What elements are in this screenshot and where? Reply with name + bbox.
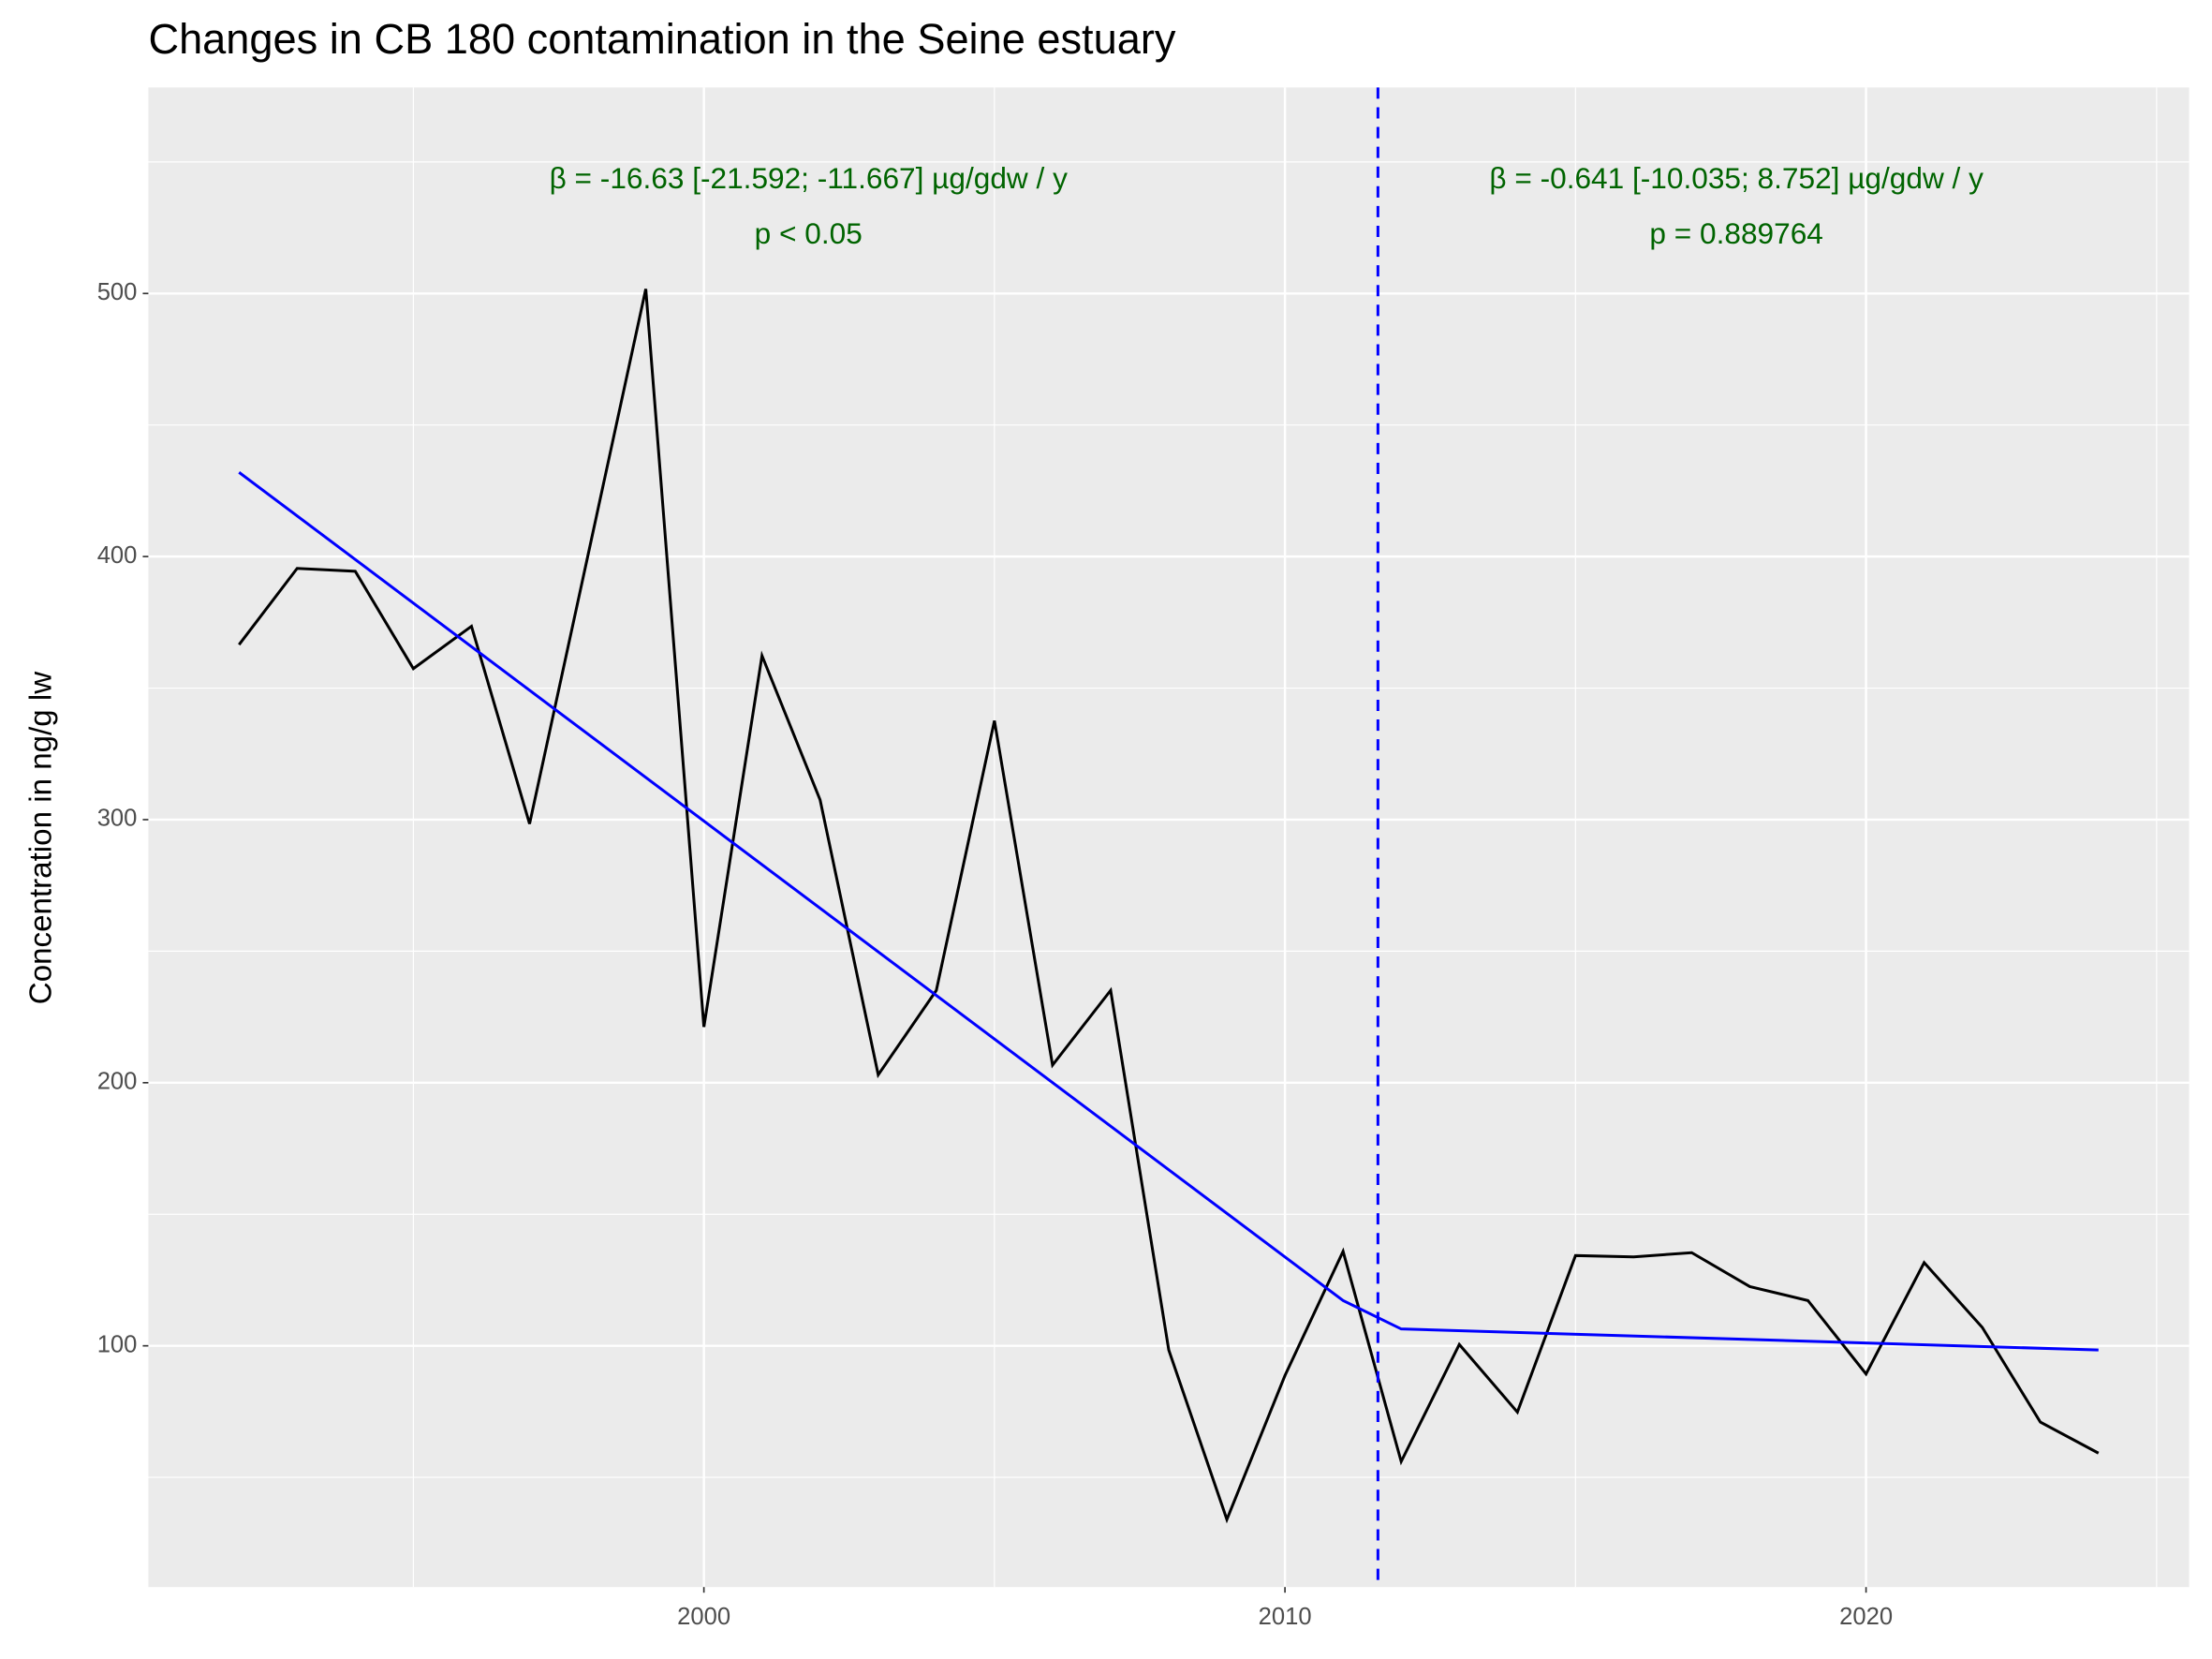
- x-tick-label: 2010: [1259, 1604, 1312, 1630]
- annotation: p < 0.05: [755, 216, 863, 250]
- y-tick-label: 300: [97, 806, 138, 832]
- panel: [148, 87, 2190, 1588]
- annotation: p = 0.889764: [1649, 216, 1822, 250]
- grid: [148, 87, 2190, 1588]
- y-tick-label: 500: [97, 279, 138, 305]
- annotation: β = -16.63 [-21.592; -11.667] µg/gdw / y: [550, 161, 1068, 195]
- y-axis-label: Concentration in ng/g lw: [23, 672, 58, 1004]
- x-tick-label: 2020: [1839, 1604, 1893, 1630]
- series-line: [238, 471, 2099, 1352]
- marks: [238, 87, 2100, 1588]
- y-tick-label: 100: [97, 1331, 138, 1357]
- chart-title: Changes in CB 180 contamination in the S…: [148, 15, 1175, 63]
- series-line: [238, 289, 2100, 1524]
- y-tick-label: 200: [97, 1069, 138, 1095]
- x-tick-label: 2000: [677, 1604, 730, 1630]
- y-tick-label: 400: [97, 542, 138, 569]
- annotation: β = -0.641 [-10.035; 8.752] µg/gdw / y: [1489, 161, 1983, 195]
